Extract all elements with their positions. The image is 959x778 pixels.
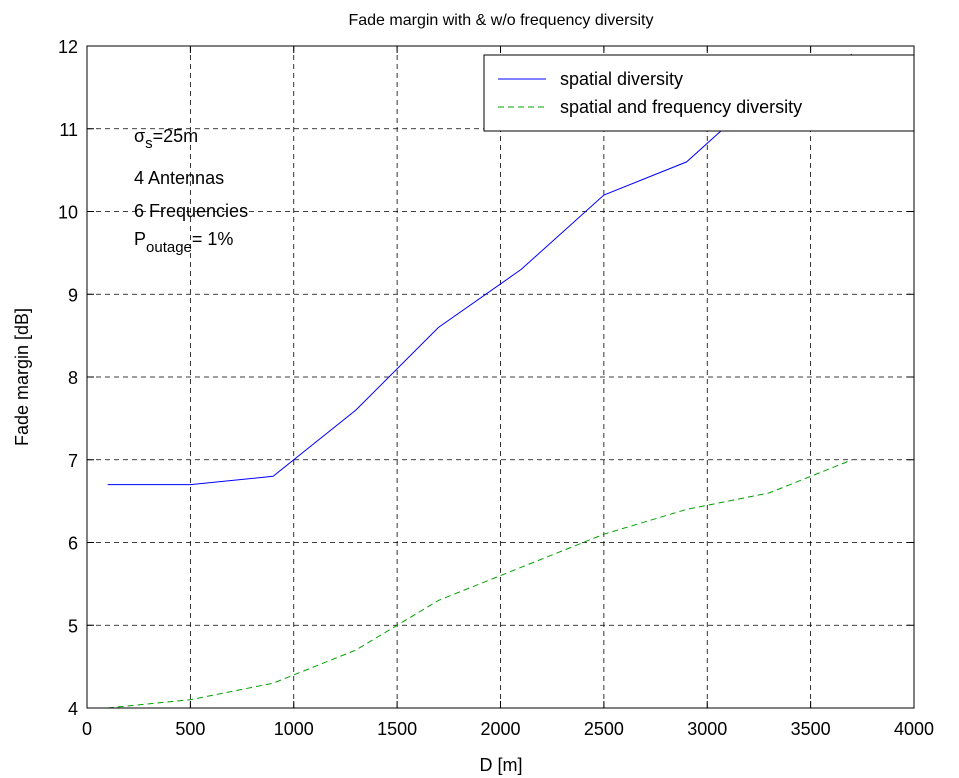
annotation-frequencies: 6 Frequencies xyxy=(134,201,248,221)
x-tick-label: 3500 xyxy=(791,719,831,739)
x-tick-label: 2500 xyxy=(584,719,624,739)
y-tick-label: 12 xyxy=(58,37,78,57)
chart-title: Fade margin with & w/o frequency diversi… xyxy=(348,12,653,29)
series-line-spatial-frequency xyxy=(107,459,853,709)
legend-label-spatial-frequency: spatial and frequency diversity xyxy=(560,97,802,117)
x-tick-label: 1500 xyxy=(377,719,417,739)
grid xyxy=(87,46,914,708)
x-tick-label: 500 xyxy=(175,719,205,739)
x-tick-label: 2000 xyxy=(480,719,520,739)
y-tick-label: 11 xyxy=(59,120,78,140)
annotation-sigma: σs=25m xyxy=(134,126,198,152)
legend-box xyxy=(483,54,915,132)
annotation-sigma-sub: s xyxy=(145,135,153,152)
annotation-outage-sub: outage xyxy=(146,239,192,256)
annotation-sigma-symbol: σ xyxy=(134,126,145,146)
y-tick-label: 9 xyxy=(68,285,78,305)
y-tick-label: 6 xyxy=(68,534,78,554)
ticks xyxy=(86,45,915,709)
tick-labels: 0 500 1000 1500 2000 2500 3000 3500 4000 4 5 6 7 8 9 10… xyxy=(58,37,934,739)
x-tick-label: 0 xyxy=(82,719,92,739)
x-tick-label: 4000 xyxy=(894,719,934,739)
y-tick-label: 7 xyxy=(68,451,78,471)
y-tick-label: 10 xyxy=(58,203,78,223)
y-tick-label: 8 xyxy=(68,368,78,388)
annotation-outage-value: = 1% xyxy=(192,229,234,249)
annotation-antennas: 4 Antennas xyxy=(134,168,224,188)
y-tick-label: 4 xyxy=(68,699,78,719)
annotation-sigma-value: =25m xyxy=(153,126,199,146)
x-tick-label: 3000 xyxy=(687,719,727,739)
x-tick-label: 1000 xyxy=(274,719,314,739)
y-tick-label: 5 xyxy=(68,616,78,636)
annotation-outage-symbol: P xyxy=(134,229,146,249)
y-axis-label: Fade margin [dB] xyxy=(12,308,32,446)
annotation-block: σs=25m 4 Antennas 6 Frequencies Poutage=… xyxy=(134,126,248,256)
annotation-outage: Poutage= 1% xyxy=(134,229,233,256)
legend: spatial diversity spatial and frequency … xyxy=(483,54,915,132)
legend-label-spatial: spatial diversity xyxy=(560,69,683,89)
x-axis-label: D [m] xyxy=(480,755,523,775)
